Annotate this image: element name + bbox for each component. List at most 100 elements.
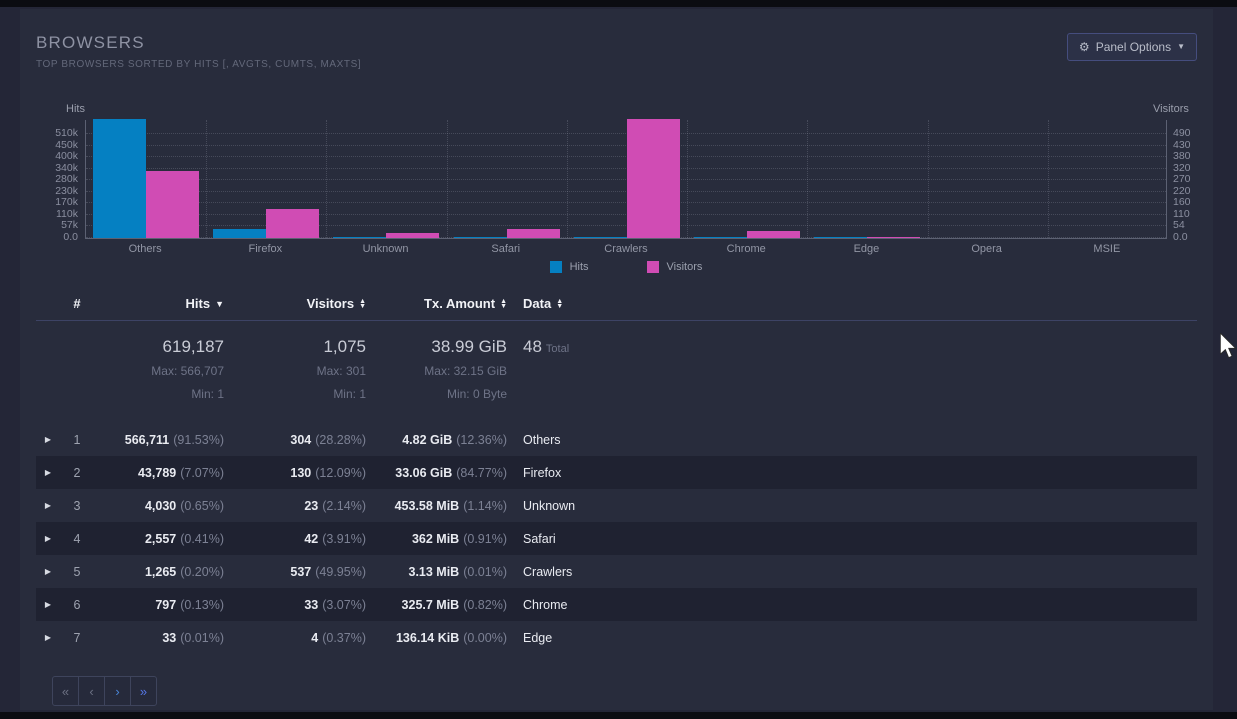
pagination-prev-button[interactable]: ‹: [78, 676, 105, 706]
right-tick-label: 54: [1173, 219, 1185, 232]
bar-visitors-others[interactable]: [146, 170, 199, 238]
expand-arrow-icon[interactable]: ▶: [44, 534, 52, 543]
browsers-bar-chart: Hits Visitors 510k 450k 400k 340k 280k 230k 17…: [20, 103, 1213, 275]
expand-arrow-icon[interactable]: ▶: [44, 501, 52, 510]
pagination: « ‹ › »: [52, 676, 157, 706]
bar-visitors-unknown[interactable]: [386, 232, 440, 238]
category-label: Opera: [971, 243, 1002, 255]
row-hits: 43,789 (7.07%): [137, 465, 224, 480]
row-hits: 33 (0.01%): [162, 630, 224, 645]
sort-icon: ▲ ▼: [556, 297, 564, 310]
table-row[interactable]: ▶ 3 4,030 (0.65%) 23 (2.14%) 453.58 MiB (1.…: [36, 489, 1197, 522]
table-row[interactable]: ▶ 4 2,557 (0.41%) 42 (3.91%) 362 MiB (0.91%…: [36, 522, 1197, 555]
sort-icon: ▼: [215, 298, 224, 309]
bar-hits-firefox[interactable]: [213, 228, 267, 238]
bar-hits-crawlers[interactable]: [573, 236, 627, 238]
bar-visitors-crawlers[interactable]: [626, 119, 680, 238]
row-index: 2: [73, 465, 81, 480]
panel-subtitle: TOP BROWSERS SORTED BY HITS [, AVGTS, CU…: [36, 59, 362, 70]
caret-down-icon: ▼: [1177, 42, 1185, 51]
left-tick-label: 450k: [55, 138, 78, 151]
left-tick-label: 0.0: [63, 231, 78, 243]
right-tick-label: 220: [1173, 184, 1191, 197]
row-visitors: 130 (12.09%): [290, 465, 366, 480]
summary-tx-amount: 38.99 GiB Max: 32.15 GiB Min: 0 Byte: [424, 337, 507, 401]
right-axis-ticks: 490 430 380 320 270 220 160 110 54 0.0: [1173, 120, 1217, 243]
right-axis-title: Visitors: [1153, 103, 1189, 115]
table-row[interactable]: ▶ 6 797 (0.13%) 33 (3.07%) 325.7 MiB (0.82%…: [36, 588, 1197, 621]
col-header-visitors[interactable]: Visitors ▲ ▼: [306, 296, 366, 311]
expand-arrow-icon[interactable]: ▶: [44, 468, 52, 477]
bar-hits-others[interactable]: [93, 119, 146, 238]
bar-hits-safari[interactable]: [453, 236, 507, 238]
right-tick-label: 320: [1173, 161, 1191, 174]
row-visitors: 537 (49.95%): [290, 564, 366, 579]
row-hits: 797 (0.13%): [155, 597, 224, 612]
row-hits: 566,711 (91.53%): [124, 432, 224, 447]
mouse-cursor: [1220, 333, 1237, 359]
bar-visitors-firefox[interactable]: [266, 209, 320, 238]
bar-visitors-safari[interactable]: [506, 228, 560, 238]
panel-titles: BROWSERS TOP BROWSERS SORTED BY HITS [, …: [36, 33, 361, 70]
x-axis-category-labels: Others Firefox Unknown Safari Crawlers Chrome…: [85, 243, 1167, 255]
left-tick-label: 57k: [61, 219, 78, 232]
legend-label: Visitors: [666, 261, 703, 273]
sort-icon: ▲ ▼: [359, 297, 366, 310]
expand-arrow-icon[interactable]: ▶: [44, 633, 52, 642]
pagination-next-button[interactable]: ›: [104, 676, 131, 706]
browsers-panel: BROWSERS TOP BROWSERS SORTED BY HITS [, …: [20, 9, 1213, 710]
row-browser-name: Crawlers: [523, 564, 573, 579]
pagination-first-button[interactable]: «: [52, 676, 79, 706]
bar-hits-chrome[interactable]: [694, 236, 748, 238]
row-tx-amount: 4.82 GiB (12.36%): [402, 432, 507, 447]
legend-swatch-icon: [549, 261, 562, 273]
row-tx-amount: 325.7 MiB (0.82%): [401, 597, 507, 612]
row-tx-amount: 453.58 MiB (1.14%): [394, 498, 507, 513]
category-label: Unknown: [362, 243, 409, 255]
table-row[interactable]: ▶ 7 33 (0.01%) 4 (0.37%) 136.14 KiB (0.00%)…: [36, 621, 1197, 654]
bar-hits-unknown[interactable]: [333, 236, 387, 238]
row-visitors: 4 (0.37%): [311, 630, 366, 645]
category-label: Others: [128, 243, 162, 255]
table-body: ▶ 1 566,711 (91.53%) 304 (28.28%) 4.82 GiB…: [36, 423, 1197, 654]
panel-options-button[interactable]: ⚙ Panel Options ▼: [1066, 33, 1197, 61]
table-row[interactable]: ▶ 5 1,265 (0.20%) 537 (49.95%) 3.13 MiB (0.…: [36, 555, 1197, 588]
row-index: 4: [73, 531, 81, 546]
right-tick-label: 160: [1173, 196, 1191, 209]
legend-item-visitors[interactable]: Visitors: [646, 261, 703, 273]
row-browser-name: Chrome: [523, 597, 568, 612]
row-browser-name: Firefox: [523, 465, 562, 480]
left-tick-label: 170k: [55, 196, 78, 209]
expand-arrow-icon[interactable]: ▶: [44, 600, 52, 609]
row-browser-name: Edge: [523, 630, 553, 645]
window-bottom-edge: [0, 712, 1237, 719]
pagination-last-button[interactable]: »: [130, 676, 157, 706]
category-label: Chrome: [726, 243, 766, 255]
left-tick-label: 340k: [55, 161, 78, 174]
right-tick-label: 490: [1173, 127, 1191, 139]
bar-visitors-chrome[interactable]: [747, 230, 801, 238]
col-header-tx-amount[interactable]: Tx. Amount ▲ ▼: [424, 296, 507, 311]
row-browser-name: Others: [523, 432, 561, 447]
row-hits: 1,265 (0.20%): [144, 564, 224, 579]
summary-visitors: 1,075 Max: 301 Min: 1: [316, 337, 366, 401]
expand-arrow-icon[interactable]: ▶: [44, 435, 52, 444]
expand-arrow-icon[interactable]: ▶: [44, 567, 52, 576]
legend-swatch-icon: [646, 261, 659, 273]
panel-title: BROWSERS: [36, 33, 145, 52]
gear-icon: ⚙: [1078, 40, 1090, 54]
table-row[interactable]: ▶ 1 566,711 (91.53%) 304 (28.28%) 4.82 GiB…: [36, 423, 1197, 456]
col-header-data[interactable]: Data ▲ ▼: [523, 296, 564, 311]
category-label: Edge: [853, 243, 880, 255]
category-label: Firefox: [248, 243, 283, 255]
legend-item-hits[interactable]: Hits: [549, 261, 589, 273]
category-label: MSIE: [1093, 243, 1121, 255]
chart-plot-area: [85, 119, 1167, 239]
row-tx-amount: 136.14 KiB (0.00%): [395, 630, 507, 645]
bar-hits-edge[interactable]: [814, 236, 868, 238]
table-row[interactable]: ▶ 2 43,789 (7.07%) 130 (12.09%) 33.06 GiB(…: [36, 456, 1197, 489]
col-header-hits[interactable]: Hits ▼: [185, 296, 224, 311]
bar-visitors-edge[interactable]: [867, 236, 921, 238]
summary-hits: 619,187 Max: 566,707 Min: 1: [151, 337, 224, 401]
